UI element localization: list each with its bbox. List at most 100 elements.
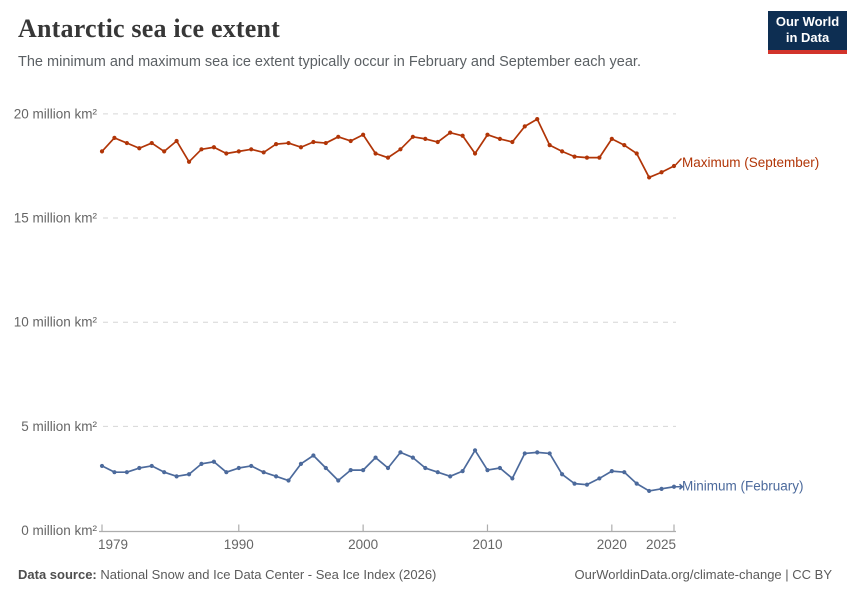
series-point-minimum-february[interactable] [137, 465, 142, 471]
series-point-minimum-february[interactable] [286, 478, 291, 483]
series-point-minimum-february[interactable] [273, 474, 279, 479]
series-point-minimum-february[interactable] [671, 484, 677, 489]
series-point-minimum-february[interactable] [535, 450, 540, 455]
series-point-minimum-february[interactable] [199, 461, 204, 466]
series-point-minimum-february[interactable] [609, 469, 614, 474]
series-point-minimum-february[interactable] [112, 470, 117, 475]
series-point-minimum-february[interactable] [336, 478, 341, 483]
series-point-minimum-february[interactable] [572, 481, 577, 486]
series-point-minimum-february[interactable] [460, 469, 465, 474]
series-point-maximum-september[interactable] [535, 117, 540, 122]
series-point-maximum-september[interactable] [186, 159, 192, 164]
series-point-minimum-february[interactable] [261, 470, 266, 475]
series-point-maximum-september[interactable] [373, 151, 378, 156]
series-point-maximum-september[interactable] [510, 139, 515, 145]
series-point-maximum-september[interactable] [485, 132, 490, 137]
series-point-minimum-february[interactable] [559, 472, 565, 477]
series-point-maximum-september[interactable] [311, 139, 316, 145]
series-point-maximum-september[interactable] [249, 147, 254, 152]
series-point-minimum-february[interactable] [522, 451, 527, 456]
series-point-maximum-september[interactable] [671, 163, 677, 169]
series-point-minimum-february[interactable] [622, 470, 627, 475]
series-point-maximum-september[interactable] [460, 133, 465, 138]
series-label-maximum-september[interactable]: Maximum (September) [682, 155, 819, 170]
series-point-maximum-september[interactable] [584, 155, 590, 160]
series-point-maximum-september[interactable] [99, 149, 105, 154]
series-point-maximum-september[interactable] [622, 143, 627, 148]
series-point-minimum-february[interactable] [162, 470, 167, 475]
series-point-maximum-september[interactable] [410, 134, 415, 139]
series-point-maximum-september[interactable] [423, 136, 428, 141]
series-point-minimum-february[interactable] [597, 476, 602, 481]
series-point-minimum-february[interactable] [348, 467, 353, 473]
series-point-minimum-february[interactable] [124, 470, 129, 475]
series-point-maximum-september[interactable] [361, 132, 366, 137]
series-point-maximum-september[interactable] [572, 154, 577, 159]
x-tick-label: 1979 [98, 537, 128, 552]
series-point-minimum-february[interactable] [385, 465, 391, 471]
series-point-minimum-february[interactable] [472, 448, 478, 453]
series-point-minimum-february[interactable] [361, 467, 366, 473]
series-point-maximum-september[interactable] [336, 134, 341, 139]
series-point-minimum-february[interactable] [224, 470, 229, 475]
series-point-minimum-february[interactable] [497, 465, 503, 471]
series-point-maximum-september[interactable] [448, 130, 453, 135]
series-point-minimum-february[interactable] [298, 461, 304, 466]
series-point-minimum-february[interactable] [584, 482, 590, 487]
series-point-maximum-september[interactable] [497, 136, 503, 141]
series-point-maximum-september[interactable] [435, 139, 440, 145]
series-point-minimum-february[interactable] [373, 455, 378, 460]
series-point-minimum-february[interactable] [323, 465, 328, 471]
series-point-maximum-september[interactable] [236, 149, 241, 154]
series-point-maximum-september[interactable] [609, 136, 614, 141]
series-point-maximum-september[interactable] [224, 151, 229, 156]
series-point-minimum-february[interactable] [149, 463, 154, 469]
series-point-maximum-september[interactable] [273, 142, 279, 147]
series-point-minimum-february[interactable] [547, 451, 552, 456]
series-point-maximum-september[interactable] [174, 138, 179, 144]
series-point-maximum-september[interactable] [398, 147, 403, 152]
owid-logo[interactable]: Our World in Data [768, 11, 847, 54]
series-point-minimum-february[interactable] [236, 465, 241, 471]
series-point-maximum-september[interactable] [647, 175, 652, 180]
series-point-minimum-february[interactable] [423, 465, 428, 471]
series-point-minimum-february[interactable] [647, 488, 652, 494]
attribution-link[interactable]: OurWorldinData.org/climate-change | CC B… [574, 567, 832, 582]
series-point-minimum-february[interactable] [659, 486, 664, 491]
series-point-maximum-september[interactable] [112, 135, 117, 140]
series-point-minimum-february[interactable] [398, 450, 403, 455]
series-point-maximum-september[interactable] [124, 140, 129, 146]
series-point-minimum-february[interactable] [174, 474, 179, 479]
series-point-minimum-february[interactable] [510, 476, 515, 481]
series-point-minimum-february[interactable] [99, 463, 105, 469]
series-label-minimum-february[interactable]: Minimum (February) [682, 478, 804, 493]
series-point-maximum-september[interactable] [149, 140, 154, 146]
series-point-maximum-september[interactable] [472, 151, 478, 156]
series-point-maximum-september[interactable] [597, 155, 602, 160]
series-point-maximum-september[interactable] [634, 151, 639, 156]
series-point-maximum-september[interactable] [348, 138, 353, 144]
series-point-minimum-february[interactable] [435, 470, 440, 475]
series-point-maximum-september[interactable] [298, 145, 304, 150]
series-point-minimum-february[interactable] [311, 453, 316, 458]
series-point-minimum-february[interactable] [211, 459, 217, 464]
series-point-maximum-september[interactable] [211, 145, 217, 150]
series-point-maximum-september[interactable] [162, 149, 167, 154]
series-point-minimum-february[interactable] [634, 481, 639, 486]
series-point-maximum-september[interactable] [547, 143, 552, 148]
series-point-maximum-september[interactable] [323, 140, 328, 146]
series-point-minimum-february[interactable] [485, 467, 490, 473]
series-point-minimum-february[interactable] [186, 472, 192, 477]
series-point-maximum-september[interactable] [385, 155, 391, 160]
series-point-maximum-september[interactable] [199, 147, 204, 152]
series-point-minimum-february[interactable] [249, 463, 254, 469]
series-point-maximum-september[interactable] [659, 170, 664, 175]
series-point-maximum-september[interactable] [261, 150, 266, 155]
series-point-maximum-september[interactable] [137, 146, 142, 151]
series-point-maximum-september[interactable] [286, 140, 291, 146]
series-line-maximum-september[interactable] [101, 118, 675, 179]
series-point-minimum-february[interactable] [448, 474, 453, 479]
series-point-maximum-september[interactable] [522, 124, 527, 129]
series-point-maximum-september[interactable] [559, 149, 565, 154]
series-point-minimum-february[interactable] [410, 455, 415, 460]
